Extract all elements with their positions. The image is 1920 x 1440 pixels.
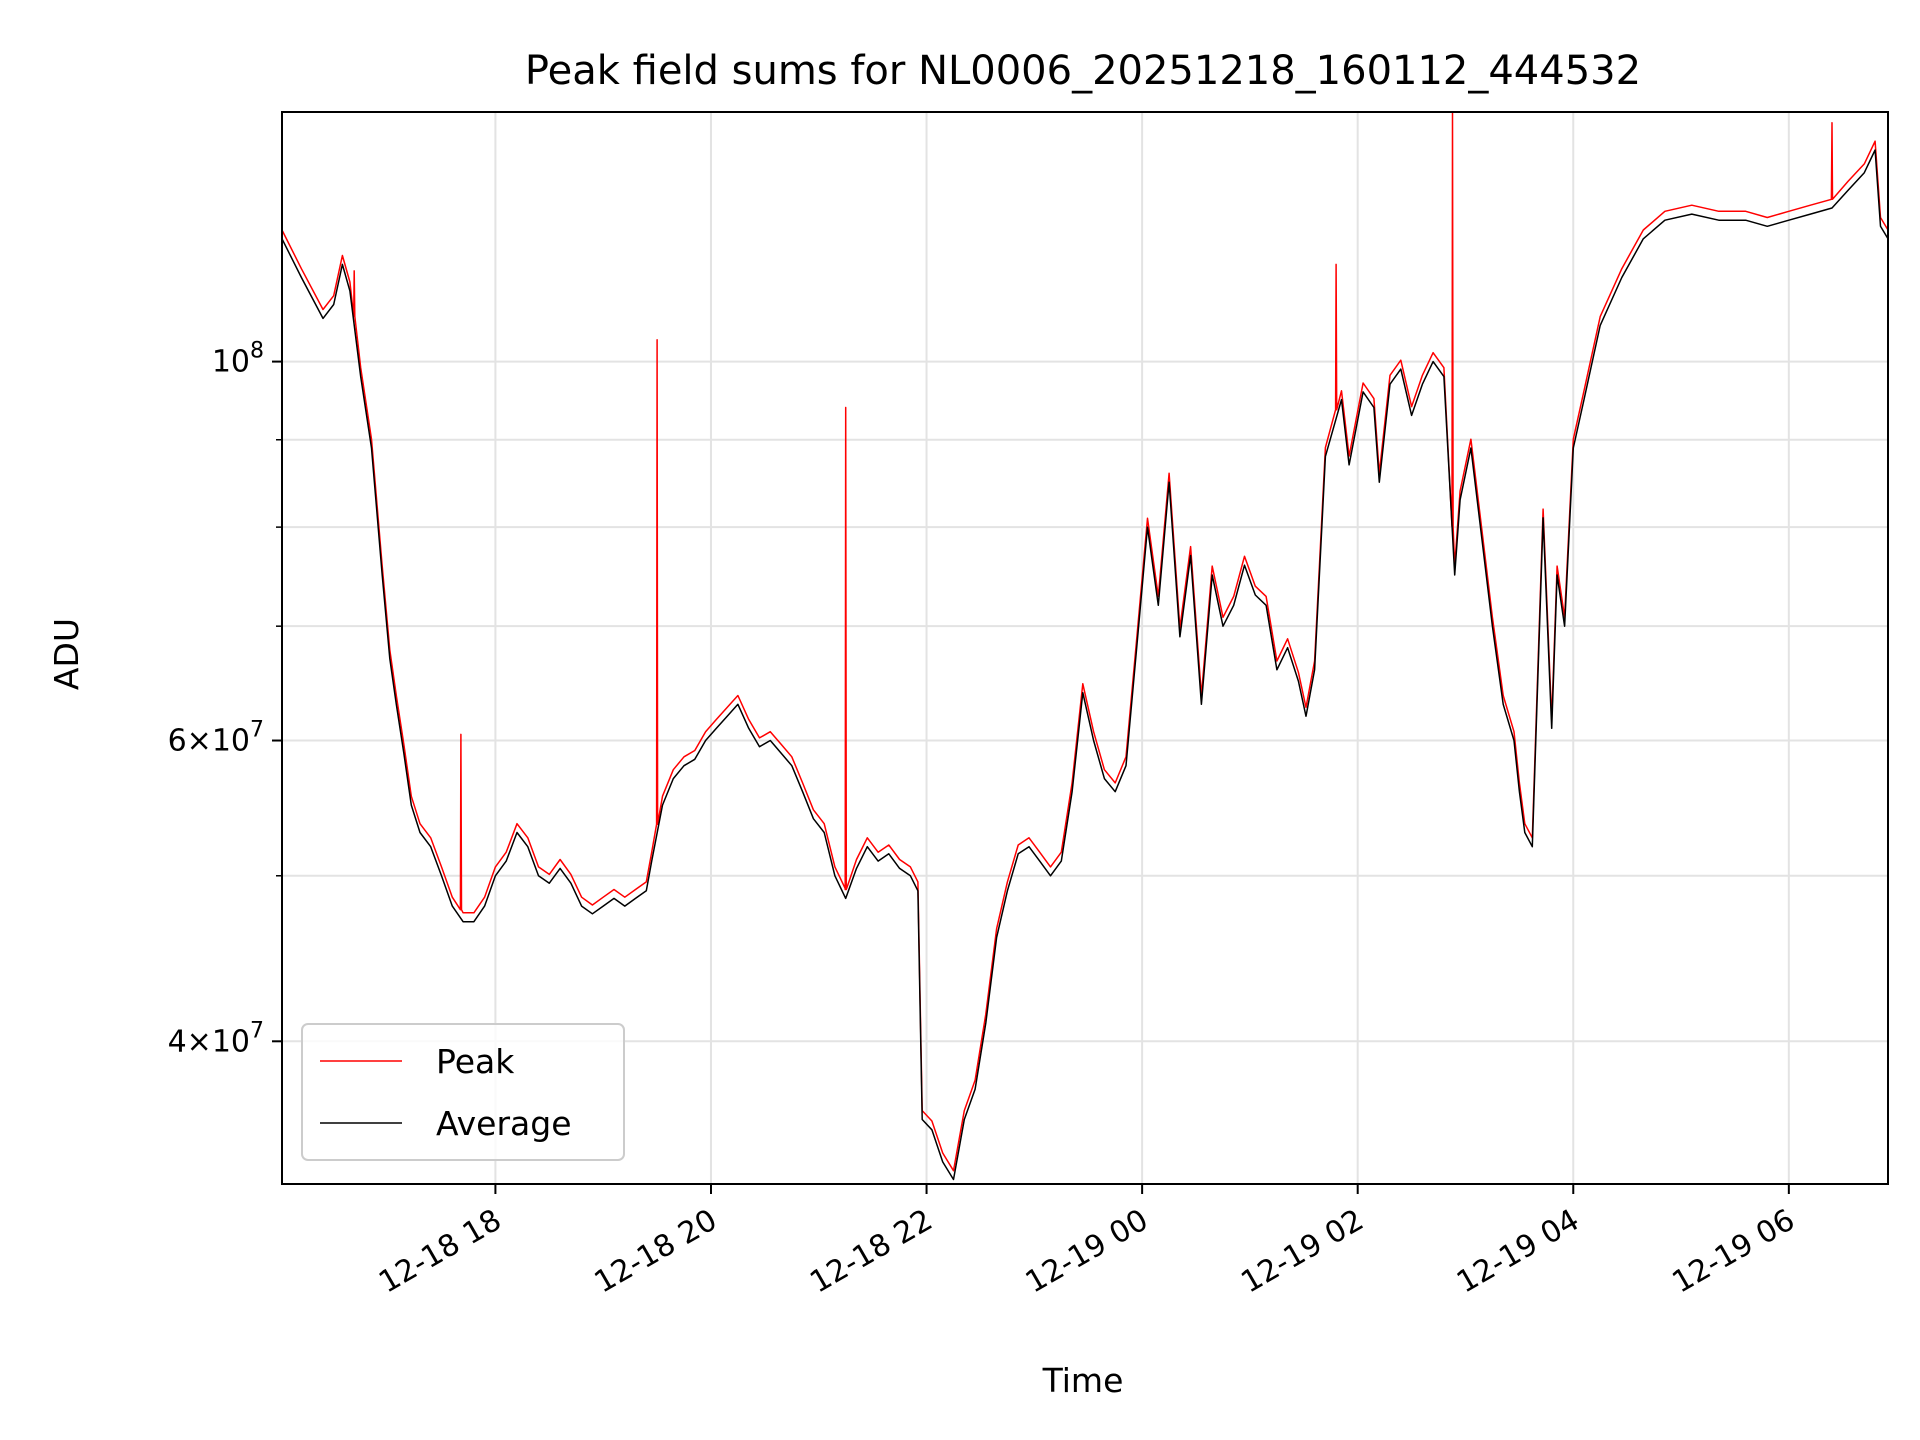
y-tick-label: 4×107 — [168, 1018, 264, 1059]
plot-area — [281, 111, 1889, 1181]
chart-title: Peak field sums for NL0006_20251218_1601… — [525, 48, 1641, 94]
y-tick-label: 6×107 — [168, 718, 264, 759]
y-axis-label: ADU — [47, 618, 86, 690]
legend: Peak Average — [301, 1023, 625, 1161]
plot-frame — [281, 111, 1889, 1185]
legend-peak-label: Peak — [436, 1042, 515, 1081]
legend-average-label: Average — [436, 1104, 572, 1143]
legend-box — [301, 1023, 625, 1161]
average-series-line — [281, 149, 1889, 1181]
x-axis-label: Time — [1042, 1361, 1124, 1400]
peak-series-line — [281, 111, 1889, 1172]
